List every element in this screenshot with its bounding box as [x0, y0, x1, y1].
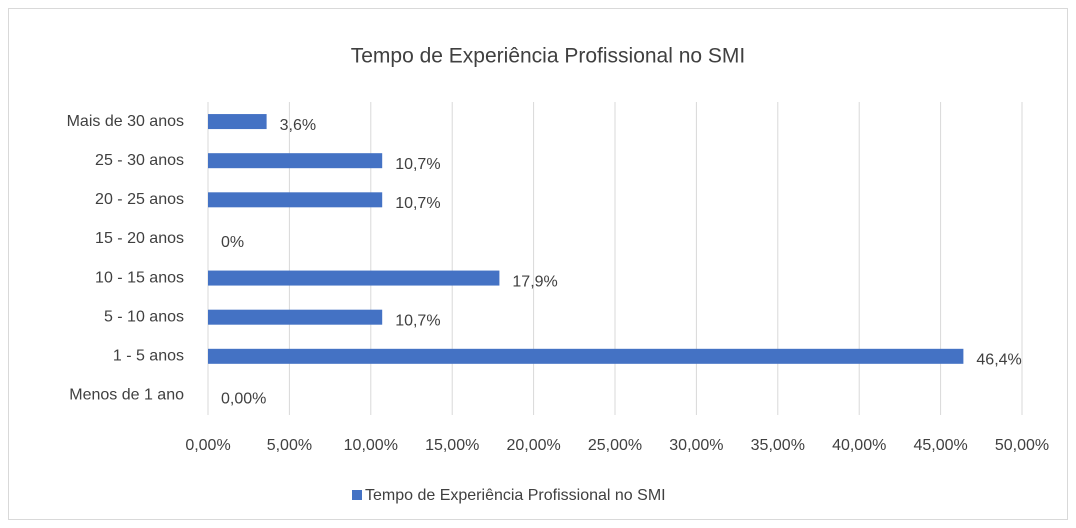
value-label: 10,7%: [395, 195, 440, 212]
bar: [208, 192, 383, 208]
value-label: 0%: [221, 234, 244, 251]
legend-swatch: [352, 490, 362, 500]
x-tick-label: 40,00%: [832, 437, 886, 454]
x-tick-label: 35,00%: [751, 437, 805, 454]
x-tick-label: 25,00%: [588, 437, 642, 454]
value-label: 0,00%: [221, 391, 266, 408]
value-label: 17,9%: [512, 273, 557, 290]
x-tick-label: 45,00%: [913, 437, 967, 454]
x-tick-label: 15,00%: [425, 437, 479, 454]
chart-title: Tempo de Experiência Profissional no SMI: [351, 45, 746, 68]
bar: [208, 348, 964, 364]
bar: [208, 153, 383, 169]
y-tick-label: 5 - 10 anos: [104, 308, 184, 325]
bar: [208, 309, 383, 325]
legend-label: Tempo de Experiência Profissional no SMI: [365, 487, 666, 504]
value-label: 46,4%: [976, 352, 1021, 369]
value-label: 3,6%: [280, 117, 316, 134]
value-label: 10,7%: [395, 312, 440, 329]
y-tick-label: 15 - 20 anos: [95, 230, 184, 247]
y-tick-label: 1 - 5 anos: [113, 348, 184, 365]
x-tick-label: 5,00%: [267, 437, 312, 454]
x-tick-label: 30,00%: [669, 437, 723, 454]
value-label: 10,7%: [395, 156, 440, 173]
chart-border: [8, 8, 1068, 520]
x-tick-label: 50,00%: [995, 437, 1049, 454]
x-tick-label: 20,00%: [506, 437, 560, 454]
y-tick-label: Menos de 1 ano: [69, 387, 184, 404]
x-tick-label: 0,00%: [185, 437, 230, 454]
x-tick-label: 10,00%: [344, 437, 398, 454]
bar: [208, 270, 500, 286]
y-tick-label: Mais de 30 anos: [67, 113, 184, 130]
bar: [208, 114, 267, 130]
y-tick-label: 10 - 15 anos: [95, 269, 184, 286]
y-tick-label: 20 - 25 anos: [95, 191, 184, 208]
y-tick-label: 25 - 30 anos: [95, 152, 184, 169]
